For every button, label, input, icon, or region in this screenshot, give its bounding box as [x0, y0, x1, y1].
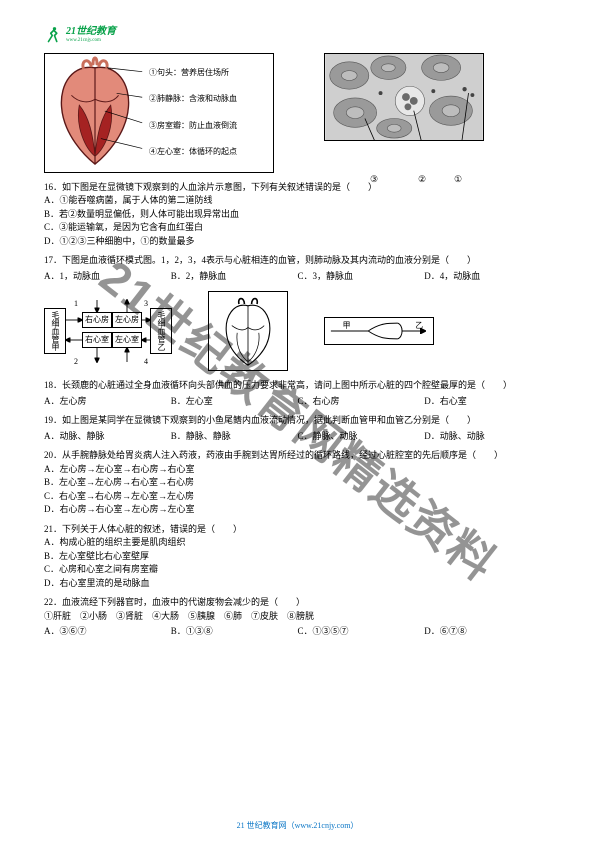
- question-21: 21．下列关于人体心脏的叙述，错误的是（ ） A．构成心脏的组织主要是肌肉组织 …: [44, 523, 551, 591]
- n2: 2: [74, 357, 78, 366]
- q21-A: A．构成心脏的组织主要是肌肉组织: [44, 536, 551, 550]
- question-22: 22．血液流经下列器官时，血液中的代谢废物会减少的是（ ） ①肝脏 ②小肠 ③肾…: [44, 596, 551, 639]
- n3: 3: [144, 299, 148, 308]
- heart-diagram-box: ①句头：营养居住场所 ②肺静脉：含液和动脉血 ③房室瓣：防止血液倒流 ④左心室：…: [44, 53, 274, 173]
- q20-A: A．左心房→左心室→右心房→右心室: [44, 463, 551, 477]
- q19-B: B．静脉、静脉: [171, 430, 298, 444]
- q18-D: D．右心室: [424, 395, 551, 409]
- heart-labels: ①句头：营养居住场所 ②肺静脉：含液和动脉血 ③房室瓣：防止血液倒流 ④左心室：…: [145, 54, 273, 172]
- heart-label-2: ②肺静脉：含液和动脉血: [149, 93, 269, 105]
- q22-items: ①肝脏 ②小肠 ③肾脏 ④大肠 ⑤胰腺 ⑥肺 ⑦皮肤 ⑧膀胱: [44, 610, 551, 624]
- question-20: 20．从手腕静脉处给胃炎病人注入药液，药液由手腕到达胃所经过的循环路线，经过心脏…: [44, 449, 551, 517]
- q22-B: B．①③⑧: [171, 625, 298, 639]
- q17-A: A．1，动脉血: [44, 270, 171, 284]
- q17-opts: A．1，动脉血 B．2，静脉血 C．3，静脉血 D．4，动脉血: [44, 270, 551, 284]
- q22-stem: 22．血液流经下列器官时，血液中的代谢废物会减少的是（ ）: [44, 596, 551, 610]
- q18-B: B．左心室: [171, 395, 298, 409]
- blood-cells-image: [324, 53, 484, 141]
- blood-label-2: ②: [418, 173, 426, 187]
- q21-stem: 21．下列关于人体心脏的叙述，错误的是（ ）: [44, 523, 551, 537]
- vessel-diagram: 甲 乙: [325, 317, 433, 345]
- footer: 21 世纪教育网（www.21cnjy.com）: [0, 820, 595, 832]
- diagram-row: 毛细血管甲 毛细血管乙 右心房 左心房 右心室 左心室 1: [44, 291, 551, 371]
- q16-B: B．若②数量明显偏低，则人体可能出现异常出血: [44, 208, 551, 222]
- q21-D: D．右心室里流的是动脉血: [44, 577, 551, 591]
- blood-label-1: ①: [454, 173, 462, 187]
- q20-stem: 20．从手腕静脉处给胃炎病人注入药液，药液由手腕到达胃所经过的循环路线，经过心脏…: [44, 449, 551, 463]
- page: 21世纪教育 www.21cnjy.com ①句头：营养居住场所: [0, 0, 595, 677]
- question-18: 18．长颈鹿的心脏通过全身血液循环向头部供血的压力要求非常高，请问上图中所示心脏…: [44, 379, 551, 408]
- logo-wrap: 21世纪教育 www.21cnjy.com: [66, 24, 116, 45]
- q16-A: A．①能吞噬病菌，属于人体的第二道防线: [44, 194, 551, 208]
- vessel-jia: 甲: [343, 321, 351, 330]
- blood-label-3: ③: [370, 173, 378, 187]
- q16-D: D．①②③三种细胞中，①的数量最多: [44, 235, 551, 249]
- heart-label-4: ④左心室：体循环的起点: [149, 146, 269, 158]
- circulation-diagram: 毛细血管甲 毛细血管乙 右心房 左心房 右心室 左心室 1: [44, 292, 172, 370]
- blood-cells-box: ③ ② ①: [324, 53, 484, 173]
- q18-opts: A．左心房 B．左心室 C．右心房 D．右心室: [44, 395, 551, 409]
- q16-C: C．③能运输氧，是因为它含有血红蛋白: [44, 221, 551, 235]
- question-19: 19．如上图是某同学在显微镜下观察到的小鱼尾鳍内血液流动情况，据此判断血管甲和血…: [44, 414, 551, 443]
- q22-D: D．⑥⑦⑧: [424, 625, 551, 639]
- vessel-diagram-box: 甲 乙: [324, 317, 434, 345]
- q19-stem: 19．如上图是某同学在显微镜下观察到的小鱼尾鳍内血液流动情况，据此判断血管甲和血…: [44, 414, 551, 428]
- q17-D: D．4，动脉血: [424, 270, 551, 284]
- q18-stem: 18．长颈鹿的心脏通过全身血液循环向头部供血的压力要求非常高，请问上图中所示心脏…: [44, 379, 551, 393]
- header-logo: 21世纪教育 www.21cnjy.com: [44, 24, 551, 45]
- q20-D: D．右心房→右心室→左心房→左心室: [44, 503, 551, 517]
- runner-icon: [44, 25, 62, 43]
- q21-C: C．心房和心室之间有房室瓣: [44, 563, 551, 577]
- heart-diagram: [45, 54, 145, 172]
- q22-A: A．③⑥⑦: [44, 625, 171, 639]
- q20-C: C．右心室→右心房→左心室→左心房: [44, 490, 551, 504]
- q18-A: A．左心房: [44, 395, 171, 409]
- q21-B: B．左心室壁比右心室壁厚: [44, 550, 551, 564]
- q17-C: C．3，静脉血: [298, 270, 425, 284]
- q20-B: B．左心室→左心房→右心室→右心房: [44, 476, 551, 490]
- q17-B: B．2，静脉血: [171, 270, 298, 284]
- q19-C: C．静脉、动脉: [298, 430, 425, 444]
- q16-stem: 16．如下图是在显微镜下观察到的人血涂片示意图，下列有关叙述错误的是（ ）: [44, 181, 551, 195]
- q18-C: C．右心房: [298, 395, 425, 409]
- heart-small-box: [208, 291, 288, 371]
- q19-D: D．动脉、动脉: [424, 430, 551, 444]
- heart-small-icon: [212, 295, 284, 367]
- question-17: 17．下图是血液循环模式图。1，2，3，4表示与心脏相连的血管，则肺动脉及其内流…: [44, 254, 551, 283]
- question-16: 16．如下图是在显微镜下观察到的人血涂片示意图，下列有关叙述错误的是（ ） A．…: [44, 181, 551, 249]
- heart-label-1: ①句头：营养居住场所: [149, 67, 269, 79]
- vessel-yi: 乙: [415, 321, 423, 330]
- heart-label-3: ③房室瓣：防止血液倒流: [149, 120, 269, 132]
- q19-opts: A．动脉、静脉 B．静脉、静脉 C．静脉、动脉 D．动脉、动脉: [44, 430, 551, 444]
- q19-A: A．动脉、静脉: [44, 430, 171, 444]
- image-row: ①句头：营养居住场所 ②肺静脉：含液和动脉血 ③房室瓣：防止血液倒流 ④左心室：…: [44, 53, 551, 173]
- n4: 4: [144, 357, 148, 366]
- n1: 1: [74, 299, 78, 308]
- q22-opts: A．③⑥⑦ B．①③⑧ C．①③⑤⑦ D．⑥⑦⑧: [44, 625, 551, 639]
- q22-C: C．①③⑤⑦: [298, 625, 425, 639]
- q17-stem: 17．下图是血液循环模式图。1，2，3，4表示与心脏相连的血管，则肺动脉及其内流…: [44, 254, 551, 268]
